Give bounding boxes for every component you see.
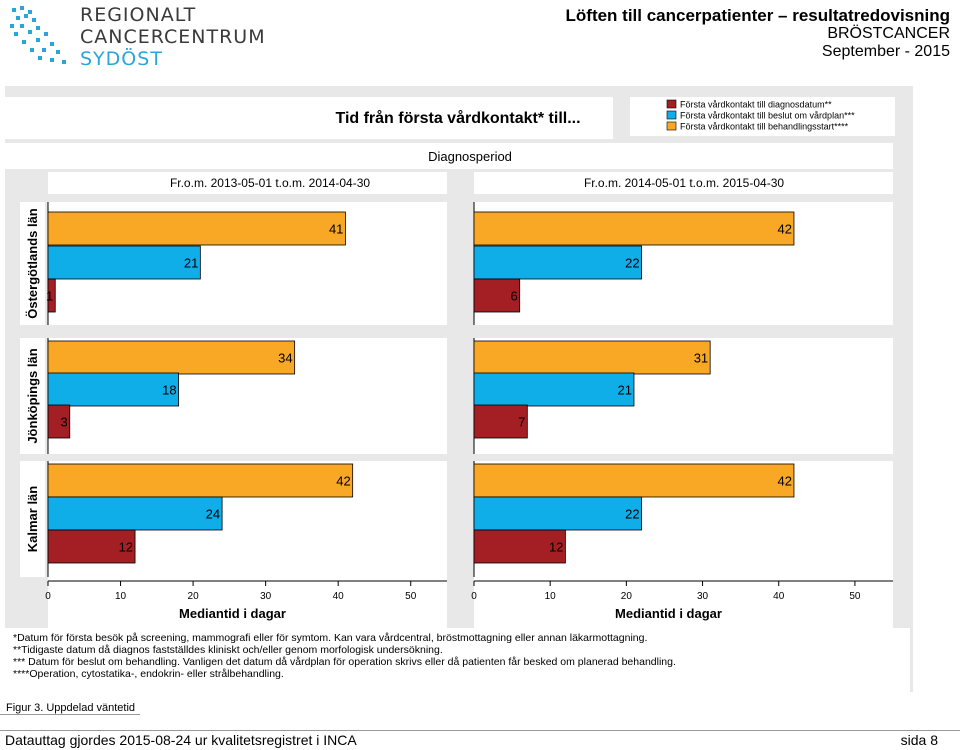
x-tick-label: 50 (405, 591, 417, 602)
logo-line-3: SYDÖST (80, 48, 163, 70)
period-label: Fr.o.m. 2013-05-01 t.o.m. 2014-04-30 (170, 176, 370, 190)
bar (47, 245, 201, 280)
logo-line-1: REGIONALT (80, 4, 197, 26)
bar-value-label: 22 (625, 507, 639, 522)
bar (473, 496, 643, 531)
x-tick-label: 10 (115, 591, 127, 602)
x-tick-label: 0 (45, 591, 51, 602)
figure-caption: Figur 3. Uppdelad väntetid (6, 702, 136, 714)
x-tick-label: 0 (471, 591, 477, 602)
x-tick-label: 20 (621, 591, 633, 602)
logo-emblem-icon (10, 6, 66, 64)
bar (473, 278, 521, 313)
bar (47, 529, 136, 564)
footer-source: Datauttag gjordes 2015-08-24 ur kvalitet… (5, 732, 357, 748)
bar (473, 463, 795, 498)
x-tick-label: 50 (849, 591, 861, 602)
bar (473, 211, 795, 246)
period-header-box (474, 172, 893, 194)
row-label: Jönköpings län (25, 348, 40, 443)
bar (473, 372, 635, 407)
bar (473, 245, 643, 280)
page-number: sida 8 (900, 732, 938, 748)
footnote: *Datum för första besök på screening, ma… (13, 632, 648, 644)
bar (47, 340, 296, 375)
x-tick-label: 40 (773, 591, 785, 602)
x-axis-title: Mediantid i dagar (179, 606, 286, 621)
row-label: Kalmar län (25, 486, 40, 553)
bar-value-label: 24 (206, 507, 220, 522)
bar-value-label: 12 (549, 540, 563, 555)
bar (47, 496, 223, 531)
bar-value-label: 3 (61, 415, 68, 430)
bar (473, 340, 711, 375)
x-axis-area (48, 577, 447, 629)
footnote: ****Operation, cytostatika-, endokrin- e… (13, 668, 284, 680)
bar-value-label: 42 (336, 474, 350, 489)
column-header: Diagnosperiod (428, 149, 512, 164)
x-tick-label: 30 (260, 591, 272, 602)
logo-line-2: CANCERCENTRUM (80, 26, 266, 48)
bar-value-label: 34 (278, 351, 292, 366)
caption-divider (0, 714, 140, 715)
bar (473, 404, 528, 439)
bar-value-label: 21 (184, 256, 198, 271)
bar-value-label: 42 (777, 474, 791, 489)
bar-value-label: 7 (518, 415, 525, 430)
row-label-box (20, 338, 45, 454)
legend-swatch (666, 110, 677, 120)
bar-value-label: 12 (119, 540, 133, 555)
bar-value-label: 18 (162, 383, 176, 398)
legend-label: Första vårdkontakt till behandlingsstart… (680, 122, 849, 132)
footnote: *** Datum för beslut om behandling. Vanl… (13, 656, 676, 668)
bar-value-label: 22 (625, 256, 639, 271)
bar-value-label: 6 (510, 289, 517, 304)
bar (473, 529, 566, 564)
report-date: September - 2015 (821, 43, 950, 60)
report-title: Löften till cancerpatienter – resultatre… (565, 6, 950, 25)
bar (47, 404, 71, 439)
footer-divider (0, 730, 960, 731)
x-tick-label: 20 (188, 591, 200, 602)
logo: REGIONALT CANCERCENTRUM SYDÖST (0, 0, 265, 75)
chart-title: Tid från första vårdkontakt* till... (335, 109, 580, 127)
period-label: Fr.o.m. 2014-05-01 t.o.m. 2015-04-30 (584, 176, 784, 190)
x-axis-area (474, 577, 893, 629)
bar (47, 211, 346, 246)
x-tick-label: 40 (333, 591, 345, 602)
row-label-box (20, 461, 45, 577)
row-label: Östergötlands län (25, 208, 40, 319)
legend-swatch (666, 99, 677, 109)
x-tick-label: 10 (545, 591, 557, 602)
bar-value-label: 1 (46, 289, 53, 304)
x-axis-title: Mediantid i dagar (615, 606, 722, 621)
legend-label: Första vårdkontakt till beslut om vårdpl… (680, 111, 855, 121)
column-header-box (5, 143, 893, 169)
footnote: **Tidigaste datum då diagnos fastställde… (13, 644, 443, 656)
bar (47, 372, 179, 407)
bar-value-label: 21 (618, 383, 632, 398)
report-subtitle: BRÖSTCANCER (827, 25, 950, 42)
footnotes: *Datum för första besök på screening, ma… (5, 628, 910, 692)
row-label-box (20, 202, 45, 325)
legend-label: Första vårdkontakt till diagnosdatum** (680, 100, 832, 110)
bar (47, 278, 56, 313)
title-box (5, 97, 613, 139)
bar-value-label: 42 (777, 222, 791, 237)
bar-value-label: 41 (329, 222, 343, 237)
legend-swatch (666, 121, 677, 131)
bar (47, 463, 354, 498)
bar-value-label: 31 (694, 351, 708, 366)
x-tick-label: 30 (697, 591, 709, 602)
period-header-box (48, 172, 447, 194)
